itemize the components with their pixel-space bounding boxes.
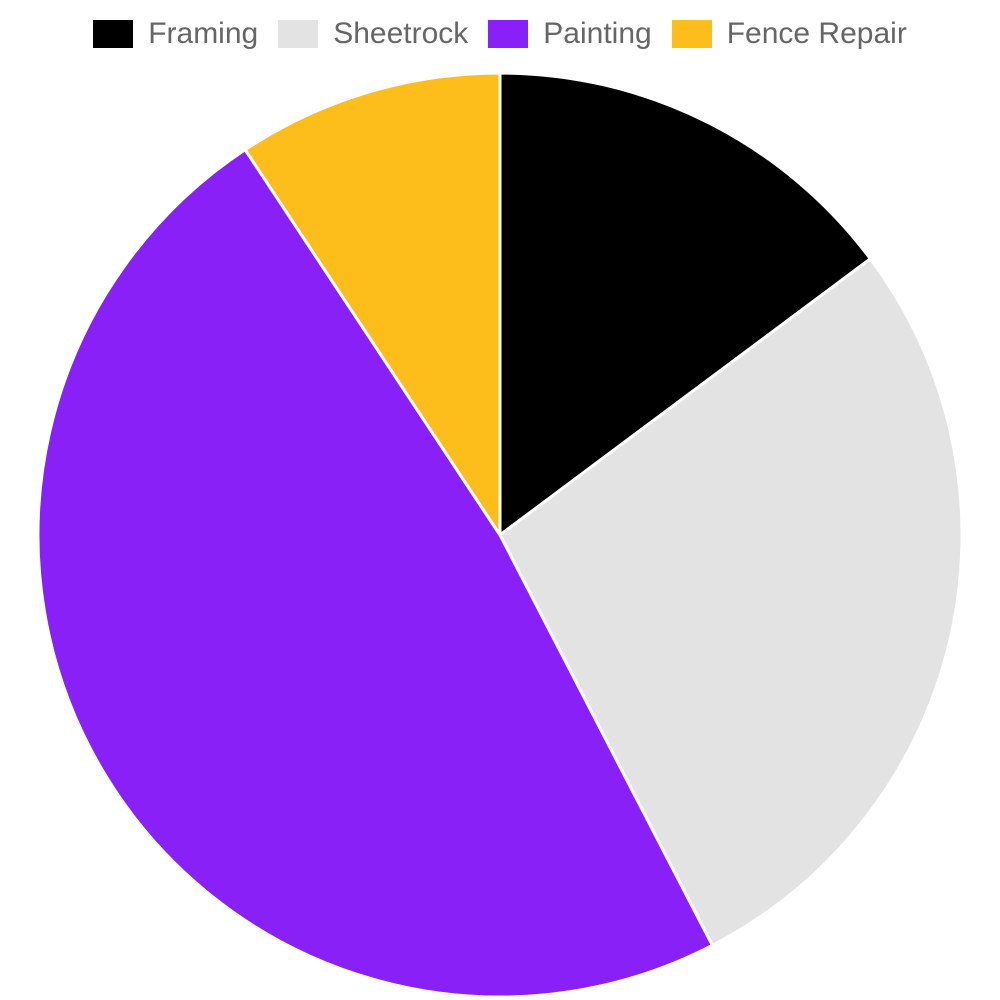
pie-slice-sheetrock[interactable] — [498, 257, 964, 947]
chart-legend: Framing Sheetrock Painting Fence Repair — [0, 12, 1000, 56]
pie-slice-painting[interactable] — [36, 148, 714, 999]
legend-swatch-sheetrock — [278, 20, 319, 48]
legend-item-framing[interactable]: Framing — [93, 12, 258, 56]
legend-swatch-framing — [93, 20, 134, 48]
legend-item-painting[interactable]: Painting — [488, 12, 652, 56]
legend-item-fence-repair[interactable]: Fence Repair — [671, 12, 907, 56]
legend-label-painting: Painting — [543, 17, 652, 50]
legend-label-framing: Framing — [148, 17, 259, 50]
legend-item-sheetrock[interactable]: Sheetrock — [278, 12, 468, 56]
pie-slice-fence-repair[interactable] — [243, 71, 502, 537]
legend-label-fence-repair: Fence Repair — [726, 17, 907, 50]
legend-label-sheetrock: Sheetrock — [333, 17, 469, 50]
legend-swatch-fence-repair — [671, 20, 712, 48]
pie-slice-framing[interactable] — [498, 71, 872, 537]
legend-swatch-painting — [488, 20, 529, 48]
